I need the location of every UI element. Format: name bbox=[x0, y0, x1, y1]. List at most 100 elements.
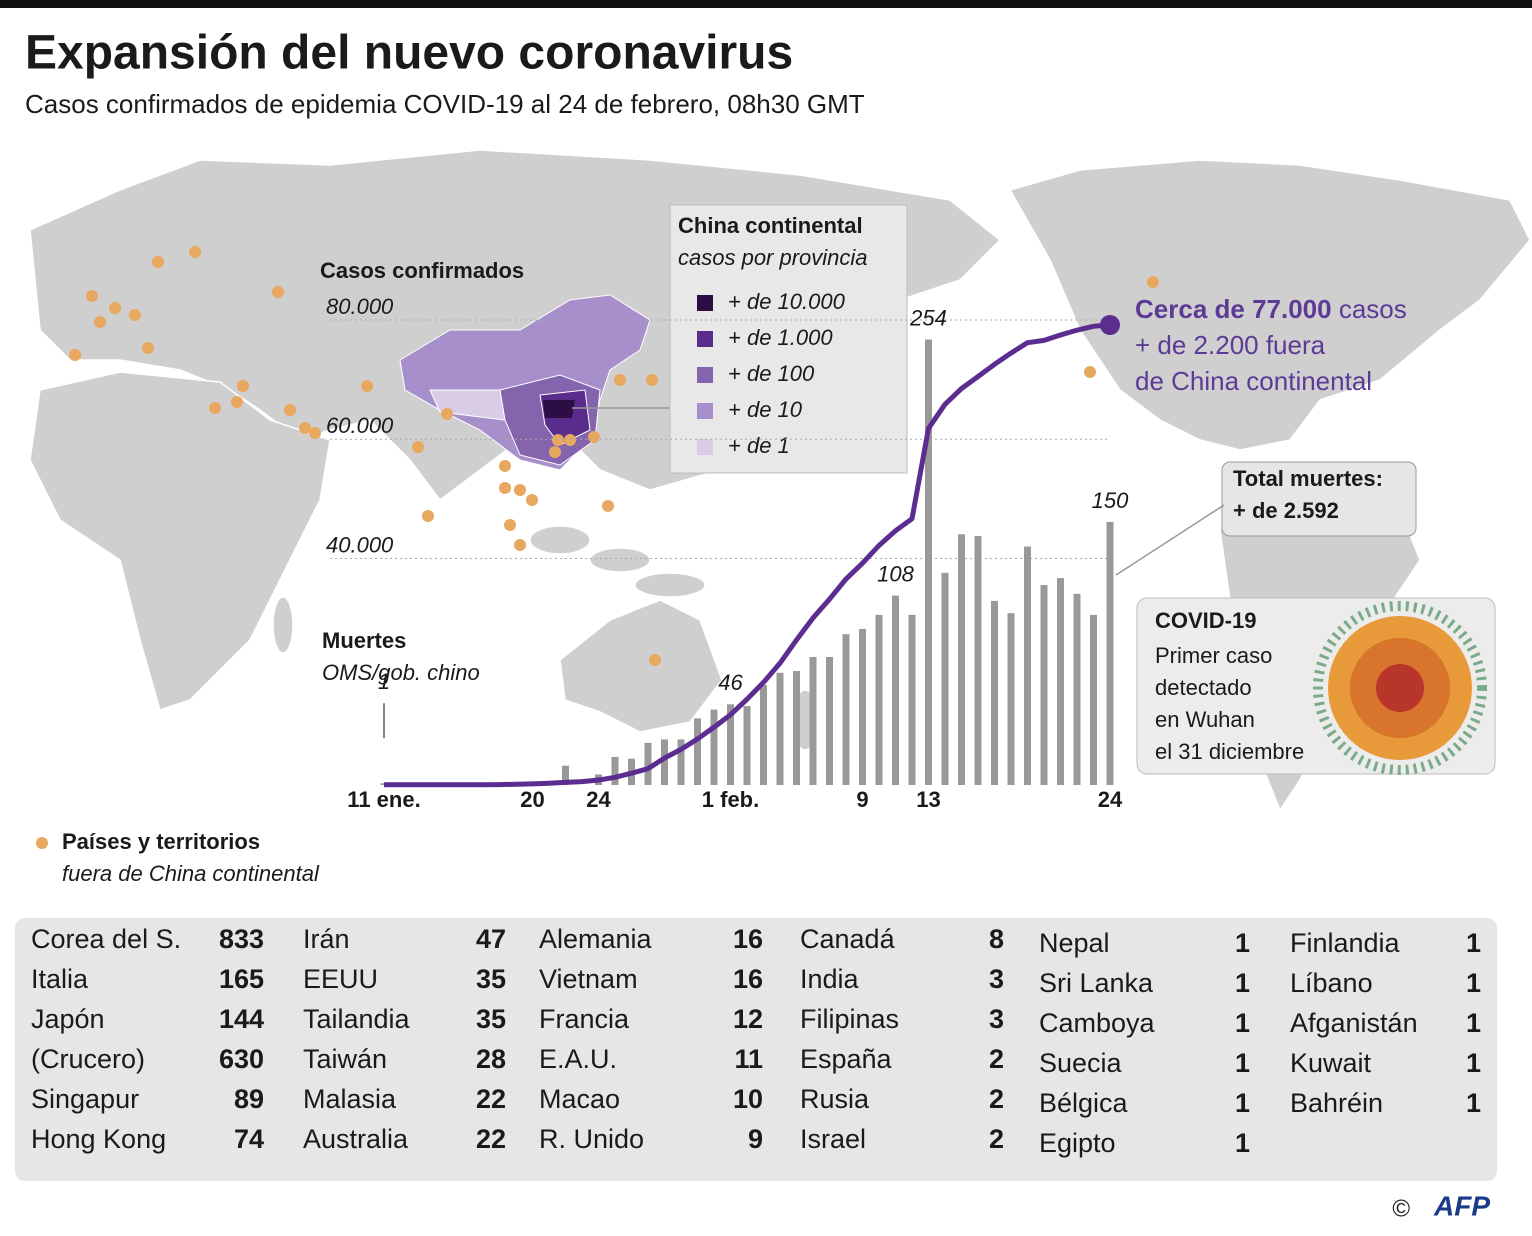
country-name: Taiwán bbox=[303, 1044, 387, 1074]
country-cases: 2 bbox=[989, 1044, 1004, 1074]
country-name: Irán bbox=[303, 924, 350, 954]
country-dot bbox=[504, 519, 516, 531]
bar bbox=[958, 534, 965, 785]
axis-title: Muertes bbox=[322, 628, 406, 653]
bar bbox=[611, 756, 619, 785]
x-tick-label: 20 bbox=[520, 787, 544, 812]
country-dot bbox=[361, 380, 373, 392]
country-cases: 89 bbox=[234, 1084, 264, 1114]
bar bbox=[793, 671, 800, 785]
country-name: Singapur bbox=[31, 1084, 139, 1114]
country-cases: 1 bbox=[1235, 968, 1250, 998]
bar bbox=[562, 765, 569, 785]
bar bbox=[644, 742, 652, 785]
bar bbox=[1040, 585, 1048, 785]
country-name: Alemania bbox=[539, 924, 653, 954]
country-cases: 35 bbox=[476, 964, 506, 994]
x-tick-label: 9 bbox=[856, 787, 868, 812]
country-name: Bahréin bbox=[1290, 1088, 1383, 1118]
country-name: Italia bbox=[31, 964, 89, 994]
leader-line bbox=[1115, 504, 1225, 576]
country-cases: 2 bbox=[989, 1084, 1004, 1114]
country-cases: 11 bbox=[734, 1044, 763, 1074]
country-dot bbox=[614, 374, 626, 386]
country-cases: 74 bbox=[234, 1124, 264, 1154]
country-dot bbox=[86, 290, 98, 302]
country-cases: 9 bbox=[748, 1124, 763, 1154]
cases-note: Cerca de 77.000 casos bbox=[1135, 294, 1407, 324]
country-dot bbox=[189, 246, 201, 258]
map-legend-title: Países y territorios bbox=[62, 829, 260, 854]
country-cases: 1 bbox=[1466, 1088, 1481, 1118]
bar bbox=[809, 656, 817, 785]
country-cases: 1 bbox=[1235, 1008, 1250, 1038]
bar bbox=[1007, 613, 1015, 785]
line bbox=[384, 322, 1111, 788]
country-name: E.A.U. bbox=[539, 1044, 617, 1074]
bar-value-label: 254 bbox=[909, 305, 947, 330]
x-tick-label: 11 ene. bbox=[347, 787, 420, 812]
country-dot bbox=[152, 256, 164, 268]
country-dot bbox=[1147, 276, 1159, 288]
country-name: Egipto bbox=[1039, 1128, 1116, 1158]
china-legend-title: China continental bbox=[678, 213, 863, 238]
bar bbox=[941, 572, 949, 785]
country-cases: 2 bbox=[989, 1124, 1004, 1154]
deaths-note-box bbox=[1221, 461, 1417, 537]
legend-swatch bbox=[697, 295, 713, 311]
x-tick-label: 24 bbox=[586, 787, 611, 812]
country-dot bbox=[209, 402, 221, 414]
bar bbox=[661, 739, 668, 785]
country-dot bbox=[514, 484, 526, 496]
country-name: Nepal bbox=[1039, 928, 1110, 958]
bar bbox=[776, 672, 784, 785]
legend-dot bbox=[36, 837, 48, 849]
country-dot bbox=[499, 460, 511, 472]
legend-swatch bbox=[697, 403, 713, 419]
line-end-dot bbox=[1100, 314, 1120, 335]
country-dot bbox=[549, 446, 561, 458]
country-cases: 28 bbox=[476, 1044, 506, 1074]
bar bbox=[892, 595, 899, 785]
chart-title: Expansión del nuevo coronavirus bbox=[25, 27, 793, 80]
country-cases: 16 bbox=[733, 924, 763, 954]
info-line: el 31 diciembre bbox=[1155, 739, 1304, 764]
country-dot bbox=[1084, 366, 1096, 378]
country-name: Finlandia bbox=[1290, 928, 1401, 958]
bar bbox=[1024, 546, 1031, 785]
bar bbox=[826, 656, 833, 785]
y-tick-label: 40.000 bbox=[326, 532, 394, 557]
bar-value-label: 46 bbox=[718, 670, 743, 695]
country-dot bbox=[564, 434, 576, 446]
country-dot bbox=[109, 302, 121, 314]
country-name: R. Unido bbox=[539, 1124, 644, 1154]
country-cases: 47 bbox=[476, 924, 506, 954]
country-name: Camboya bbox=[1039, 1008, 1156, 1038]
legend-label: + de 10 bbox=[728, 397, 803, 422]
info-line: detectado bbox=[1155, 675, 1252, 700]
table-box bbox=[15, 918, 1497, 1181]
x-tick-label: 13 bbox=[916, 787, 940, 812]
bar bbox=[908, 614, 916, 785]
china-legend-subtitle: casos por provincia bbox=[678, 245, 868, 270]
country-dot bbox=[552, 434, 564, 446]
country-name: Rusia bbox=[800, 1084, 870, 1114]
country-name: Afganistán bbox=[1290, 1008, 1418, 1038]
bar-value-label: 150 bbox=[1092, 488, 1129, 513]
country-dot bbox=[646, 374, 658, 386]
china-provinces bbox=[399, 294, 651, 471]
country-name: Tailandia bbox=[303, 1004, 411, 1034]
country-dot bbox=[412, 441, 424, 453]
country-dot bbox=[299, 422, 311, 434]
country-cases: 10 bbox=[733, 1084, 763, 1114]
country-cases: 22 bbox=[476, 1084, 506, 1114]
deaths-note: Total muertes: bbox=[1233, 466, 1383, 491]
info-line: en Wuhan bbox=[1155, 707, 1255, 732]
country-name: Hong Kong bbox=[31, 1124, 166, 1154]
country-cases: 144 bbox=[219, 1004, 264, 1034]
country-dot bbox=[272, 286, 284, 298]
chart-subtitle: Casos confirmados de epidemia COVID-19 a… bbox=[25, 89, 865, 119]
bar bbox=[1057, 578, 1064, 785]
